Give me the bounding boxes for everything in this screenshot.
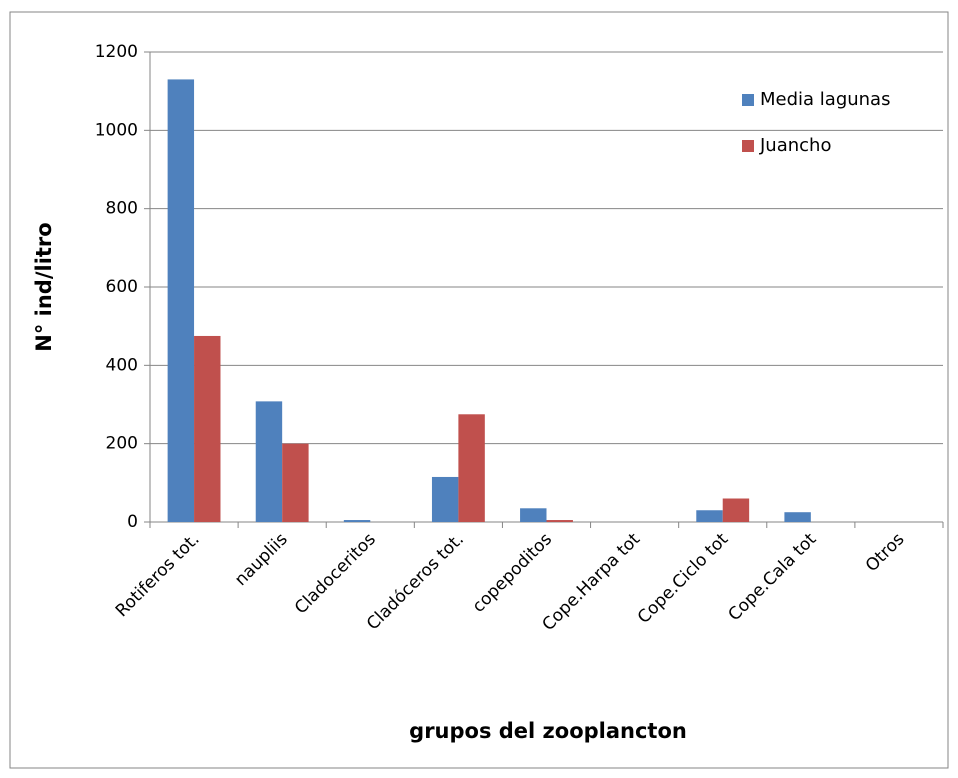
y-tick-label: 600 (106, 277, 138, 297)
bar (431, 476, 459, 522)
bar (546, 520, 573, 522)
y-tick-label: 400 (106, 355, 138, 375)
bar (167, 79, 195, 523)
y-tick-label: 800 (106, 199, 138, 219)
bar (696, 510, 723, 522)
bar (282, 443, 309, 522)
bar (520, 508, 547, 522)
bar (255, 401, 283, 522)
bar (722, 498, 750, 522)
legend-label: Media lagunas (760, 89, 890, 110)
y-tick-label: 1000 (95, 120, 138, 140)
y-tick-label: 0 (127, 512, 138, 532)
legend-swatch (742, 94, 754, 106)
legend-label: Juancho (759, 135, 831, 156)
bar (194, 335, 221, 522)
chart-frame (9, 11, 949, 769)
y-tick-label: 200 (106, 434, 138, 454)
y-axis-title: N° ind/litro (32, 222, 56, 351)
bar (784, 512, 811, 522)
x-axis-title: grupos del zooplancton (409, 719, 687, 743)
legend-swatch (742, 140, 754, 152)
bar (458, 414, 485, 522)
bar (343, 520, 371, 522)
y-tick-label: 1200 (95, 42, 138, 62)
